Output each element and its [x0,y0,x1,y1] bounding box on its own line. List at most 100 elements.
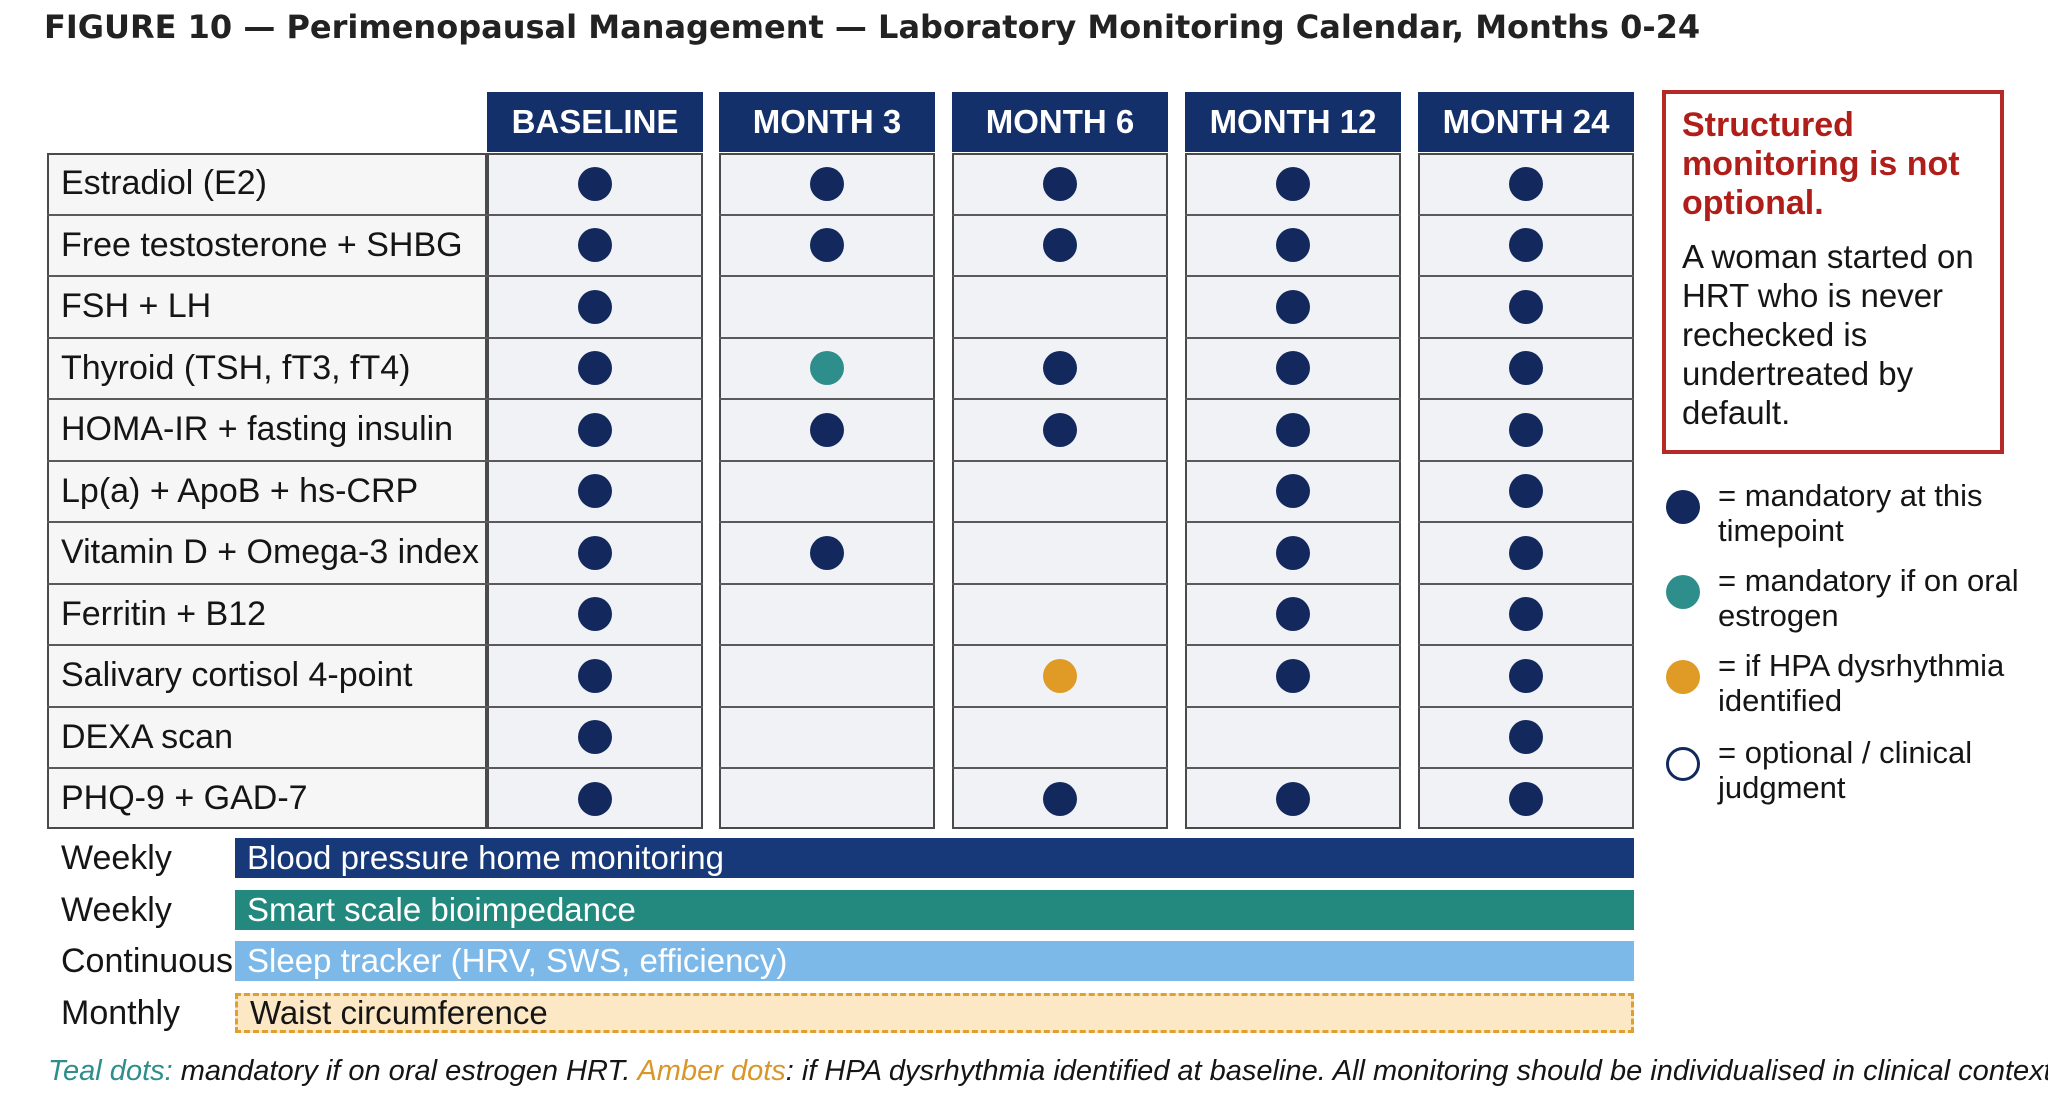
row-divider [952,767,1168,769]
mandatory-dot [1043,166,1077,201]
mandatory-dot [1276,781,1310,816]
monitoring-bar-smart-scale-bioimpedance: Smart scale bioimpedance [235,890,1634,930]
row-divider [952,644,1168,646]
mandatory-dot [810,412,844,447]
mandatory-dot [578,412,612,447]
row-divider [952,214,1168,216]
frequency-label: Monthly [61,993,181,1032]
mandatory-dot [578,781,612,816]
monitoring-bar-blood-pressure-home-monitoring: Blood pressure home monitoring [235,838,1634,878]
mandatory-dot [1509,474,1543,509]
mandatory-dot [1043,412,1077,447]
row-divider [719,583,935,585]
row-divider [47,644,487,646]
row-label-phq-9-gad-7: PHQ-9 + GAD-7 [61,779,308,817]
row-divider [952,460,1168,462]
row-label-thyroid-tsh-ft3-ft4: Thyroid (TSH, fT3, fT4) [61,348,411,387]
row-divider [719,644,935,646]
row-divider [1418,583,1634,585]
row-divider [47,583,487,585]
mandatory-dot [1509,720,1543,755]
mandatory-dot [1509,781,1543,816]
row-divider [1185,767,1401,769]
row-divider [1418,521,1634,523]
frequency-label: Continuous [61,941,234,980]
mandatory-dot [1043,228,1077,263]
mandatory-dot [810,166,844,201]
row-divider [487,644,703,646]
row-divider [1185,398,1401,400]
row-divider [47,214,487,216]
footnote: Teal dots: mandatory if on oral estrogen… [48,1055,2048,1088]
legend-item-mandatory: = mandatory at this timepoint [1664,478,2044,558]
row-divider [487,767,703,769]
mandatory-dot [1276,351,1310,386]
callout-box: Structured monitoring is not optional. A… [1662,90,2004,454]
legend-optional-dot [1666,747,1700,781]
row-divider [1185,460,1401,462]
mandatory-dot [1509,166,1543,201]
mandatory-dot [1276,535,1310,570]
mandatory-dot [578,289,612,324]
mandatory-dot [1509,658,1543,693]
row-label-free-testosterone-shbg: Free testosterone + SHBG [61,225,463,264]
footnote-teal-lead: Teal dots: [48,1055,173,1087]
legend-mandatory-dot [1666,490,1700,524]
row-divider [1185,214,1401,216]
row-divider [47,767,487,769]
row-divider [487,337,703,339]
row-label-salivary-cortisol-4-point: Salivary cortisol 4-point [61,656,413,694]
mandatory-dot [1276,412,1310,447]
legend-text: = if HPA dysrhythmia identified [1718,648,2005,718]
row-divider [1418,644,1634,646]
row-divider [487,583,703,585]
mandatory-dot [1276,597,1310,632]
row-divider [1418,706,1634,708]
row-divider [719,767,935,769]
legend-text: = mandatory if on oral estrogen [1718,563,2019,633]
column-header-month-6: MONTH 6 [952,92,1168,152]
row-label-ferritin-b12: Ferritin + B12 [61,594,267,633]
row-divider [487,398,703,400]
row-divider [952,706,1168,708]
mandatory-dot [578,351,612,386]
row-divider [952,398,1168,400]
mandatory-dot [1509,597,1543,632]
row-divider [1418,460,1634,462]
row-divider [719,706,935,708]
figure-title: FIGURE 10 — Perimenopausal Management — … [44,8,1701,46]
mandatory-dot [1043,781,1077,816]
row-divider [47,521,487,523]
mandatory-dot [1509,289,1543,324]
row-label-homa-ir-fasting-insulin: HOMA-IR + fasting insulin [61,410,454,448]
mandatory-dot [1509,412,1543,447]
row-label-estradiol-e2: Estradiol (E2) [61,164,267,202]
mandatory-dot [1509,228,1543,263]
mandatory-dot [578,228,612,263]
row-divider [952,275,1168,277]
mandatory-dot [1509,351,1543,386]
row-divider [719,214,935,216]
mandatory-dot [810,535,844,570]
row-divider [1185,583,1401,585]
row-divider [47,460,487,462]
test-label-column [47,153,487,829]
row-divider [952,521,1168,523]
row-divider [1185,337,1401,339]
column-header-baseline: BASELINE [487,92,703,152]
monitoring-bar-waist-circumference: Waist circumference [235,993,1634,1033]
mandatory-dot [1276,166,1310,201]
row-divider [1418,337,1634,339]
column-header-month-12: MONTH 12 [1185,92,1401,152]
row-divider [1185,706,1401,708]
legend-item-hpa: = if HPA dysrhythmia identified [1664,648,2044,728]
row-divider [1418,275,1634,277]
row-divider [47,398,487,400]
footnote-amber-lead: Amber dots [637,1055,786,1087]
row-divider [1185,644,1401,646]
row-divider [47,706,487,708]
mandatory-dot [578,535,612,570]
row-divider [719,398,935,400]
row-label-vitamin-d-omega-3-index: Vitamin D + Omega-3 index [61,533,479,571]
mandatory-dot [1509,535,1543,570]
